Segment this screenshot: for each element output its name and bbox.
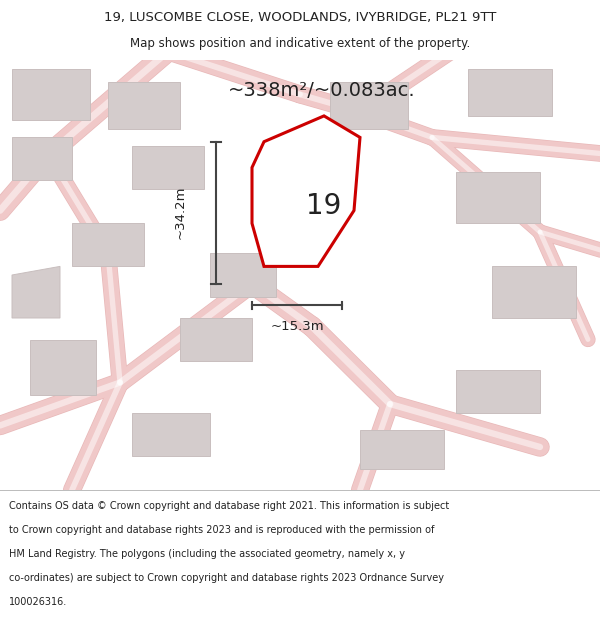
- Polygon shape: [492, 266, 576, 318]
- Polygon shape: [456, 172, 540, 223]
- Polygon shape: [468, 69, 552, 116]
- Text: Contains OS data © Crown copyright and database right 2021. This information is : Contains OS data © Crown copyright and d…: [9, 501, 449, 511]
- Polygon shape: [456, 369, 540, 413]
- Polygon shape: [210, 254, 276, 296]
- Text: 19: 19: [307, 192, 341, 220]
- Text: 100026316.: 100026316.: [9, 597, 67, 607]
- Polygon shape: [30, 339, 96, 396]
- Text: to Crown copyright and database rights 2023 and is reproduced with the permissio: to Crown copyright and database rights 2…: [9, 525, 434, 535]
- Polygon shape: [252, 116, 360, 266]
- Polygon shape: [180, 318, 252, 361]
- Polygon shape: [108, 81, 180, 129]
- Text: co-ordinates) are subject to Crown copyright and database rights 2023 Ordnance S: co-ordinates) are subject to Crown copyr…: [9, 573, 444, 583]
- Polygon shape: [72, 223, 144, 266]
- Polygon shape: [360, 430, 444, 469]
- Polygon shape: [12, 138, 72, 181]
- Polygon shape: [330, 81, 408, 129]
- Polygon shape: [132, 146, 204, 189]
- Text: HM Land Registry. The polygons (including the associated geometry, namely x, y: HM Land Registry. The polygons (includin…: [9, 549, 405, 559]
- Text: Map shows position and indicative extent of the property.: Map shows position and indicative extent…: [130, 37, 470, 50]
- Text: ~338m²/~0.083ac.: ~338m²/~0.083ac.: [228, 81, 416, 99]
- Text: ~34.2m: ~34.2m: [173, 186, 187, 239]
- Text: 19, LUSCOMBE CLOSE, WOODLANDS, IVYBRIDGE, PL21 9TT: 19, LUSCOMBE CLOSE, WOODLANDS, IVYBRIDGE…: [104, 11, 496, 24]
- Polygon shape: [12, 69, 90, 120]
- Text: ~15.3m: ~15.3m: [270, 320, 324, 333]
- Polygon shape: [132, 412, 210, 456]
- Polygon shape: [12, 266, 60, 318]
